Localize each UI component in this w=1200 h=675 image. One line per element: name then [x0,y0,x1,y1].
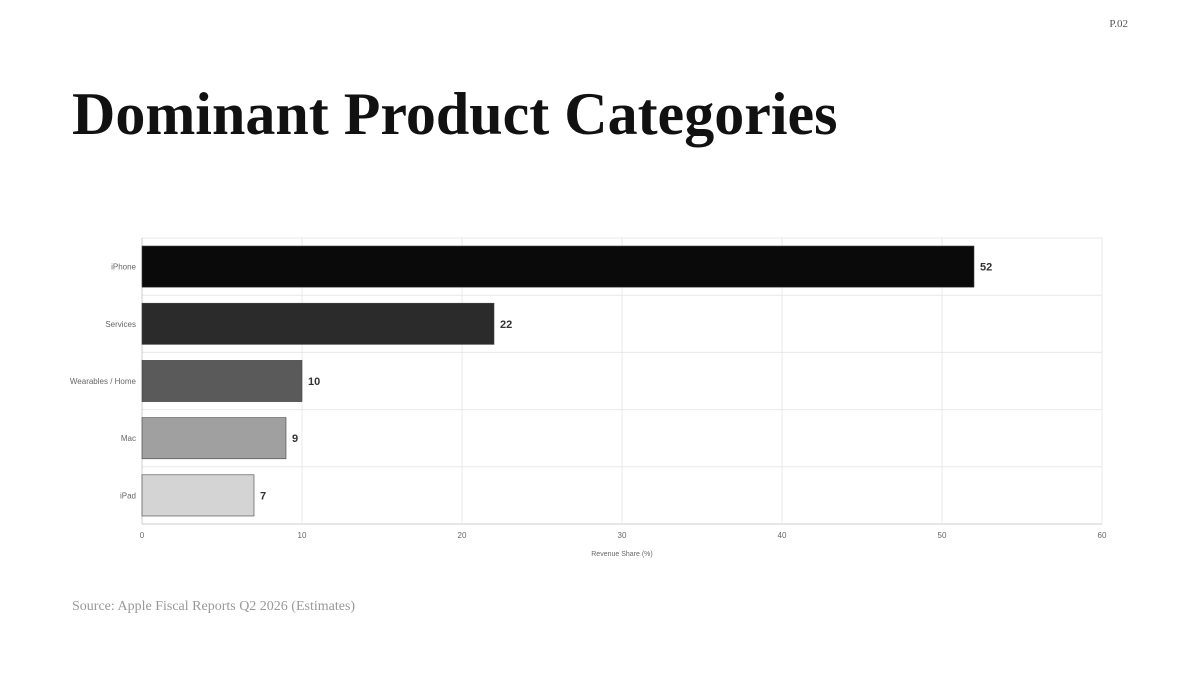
bar [141,302,495,345]
slide-title: Dominant Product Categories [72,81,837,147]
x-tick-label: 60 [1098,531,1107,540]
x-tick-label: 30 [618,531,627,540]
y-tick-label: Services [105,320,136,329]
y-tick-label: Mac [121,434,136,443]
x-tick-label: 50 [938,531,947,540]
bar [141,360,303,402]
chart: 0 10 20 30 40 50 60 Revenue Share (%) iPhone 52 Se… [70,237,1107,558]
y-tick-label: iPhone [111,263,136,272]
x-tick-label: 20 [458,531,467,540]
value-label: 10 [308,376,320,388]
value-label: 22 [500,319,512,331]
x-tick-label: 10 [298,531,307,540]
bar [141,245,975,288]
page-number: P.02 [1109,18,1128,30]
value-label: 9 [292,433,298,445]
y-tick-label: iPad [120,491,136,500]
value-label: 52 [980,262,992,274]
bar [141,474,255,517]
value-label: 7 [260,490,266,502]
x-tick-label: 40 [778,531,787,540]
y-tick-label: Wearables / Home [70,377,137,386]
x-tick-label: 0 [140,531,145,540]
x-axis-label: Revenue Share (%) [591,551,652,558]
source-note: Source: Apple Fiscal Reports Q2 2026 (Es… [72,599,355,614]
bar [141,417,287,460]
